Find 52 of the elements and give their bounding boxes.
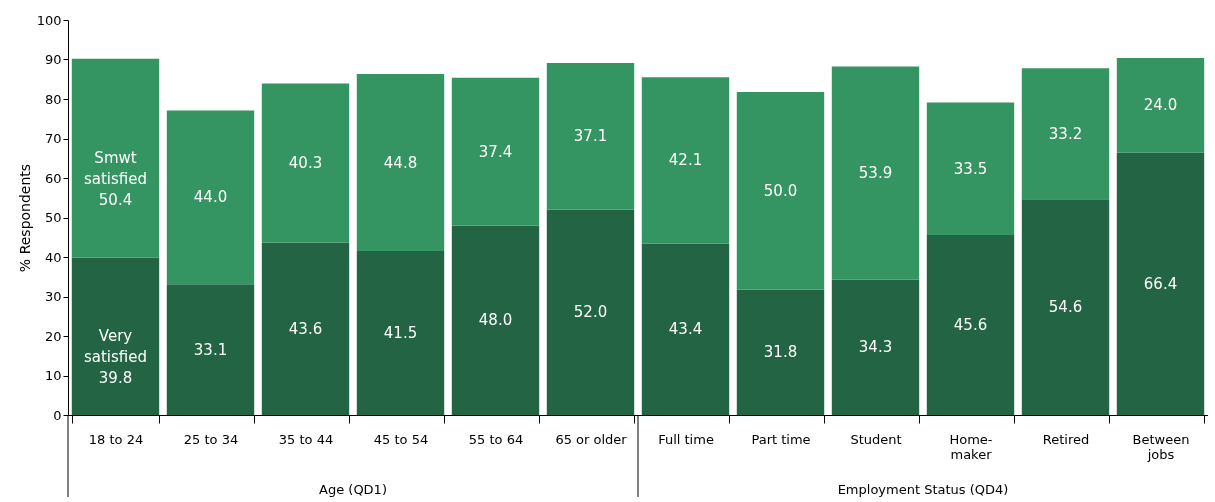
x-tick-label: Part time <box>751 431 811 447</box>
y-tick-label: 20 <box>44 328 62 344</box>
data-label: 42.1 <box>668 151 703 170</box>
x-tick-label: Home- maker <box>949 431 993 462</box>
y-tick-label: 70 <box>44 131 62 146</box>
series-label: Very satisfied <box>83 327 148 367</box>
data-label: 37.1 <box>573 127 608 146</box>
data-label: 43.4 <box>668 320 703 339</box>
y-axis-title: % Respondents <box>16 163 33 273</box>
data-label: 34.3 <box>858 338 893 357</box>
y-tick-label: 80 <box>44 91 62 107</box>
y-tick-label: 10 <box>44 368 62 383</box>
data-label: 50.0 <box>763 181 798 200</box>
data-label: 50.4 <box>98 191 133 210</box>
y-tick-label: 40 <box>44 249 62 265</box>
data-label: 37.4 <box>478 142 513 161</box>
data-label: 39.8 <box>98 369 133 388</box>
data-label: 33.2 <box>1048 124 1083 143</box>
y-tick-label: 0 <box>53 407 62 423</box>
text: Employment Status (QD4) <box>837 482 1009 497</box>
x-tick-label: 25 to 34 <box>183 431 239 447</box>
data-label: 41.5 <box>383 324 418 343</box>
y-tick-label: 30 <box>44 289 62 304</box>
x-tick-label: 35 to 44 <box>278 431 334 447</box>
text: Age (QD1) <box>319 482 387 497</box>
data-label: 52.0 <box>573 303 608 322</box>
x-tick-label: 18 to 24 <box>88 431 144 447</box>
x-tick-label: Full time <box>658 431 714 447</box>
data-label: 33.5 <box>953 159 988 178</box>
data-label: 44.8 <box>383 153 418 172</box>
y-tick-label: 60 <box>44 170 62 186</box>
y-tick-label: 50 <box>44 210 62 225</box>
y-tick-label: 90 <box>44 52 62 67</box>
data-label: 66.4 <box>1143 274 1178 293</box>
data-label: 45.6 <box>953 315 988 334</box>
x-tick-label: 55 to 64 <box>468 431 524 447</box>
data-label: 44.0 <box>193 188 228 207</box>
data-label: 43.6 <box>288 319 323 338</box>
x-tick-label: Between jobs <box>1132 431 1190 462</box>
x-tick-label: 65 or older <box>555 431 628 447</box>
series-label: Smwt satisfied <box>83 149 148 189</box>
data-label: 40.3 <box>288 154 323 173</box>
x-tick-label: 45 to 54 <box>373 431 429 447</box>
y-tick-label: 100 <box>36 12 62 28</box>
data-label: 31.8 <box>763 343 798 362</box>
data-label: 48.0 <box>478 311 513 330</box>
data-label: 24.0 <box>1143 96 1178 115</box>
x-tick-label: Retired <box>1042 431 1090 447</box>
data-label: 54.6 <box>1048 298 1083 317</box>
data-label: 53.9 <box>858 164 893 183</box>
data-label: 33.1 <box>193 340 228 359</box>
x-tick-label: Student <box>850 431 902 447</box>
